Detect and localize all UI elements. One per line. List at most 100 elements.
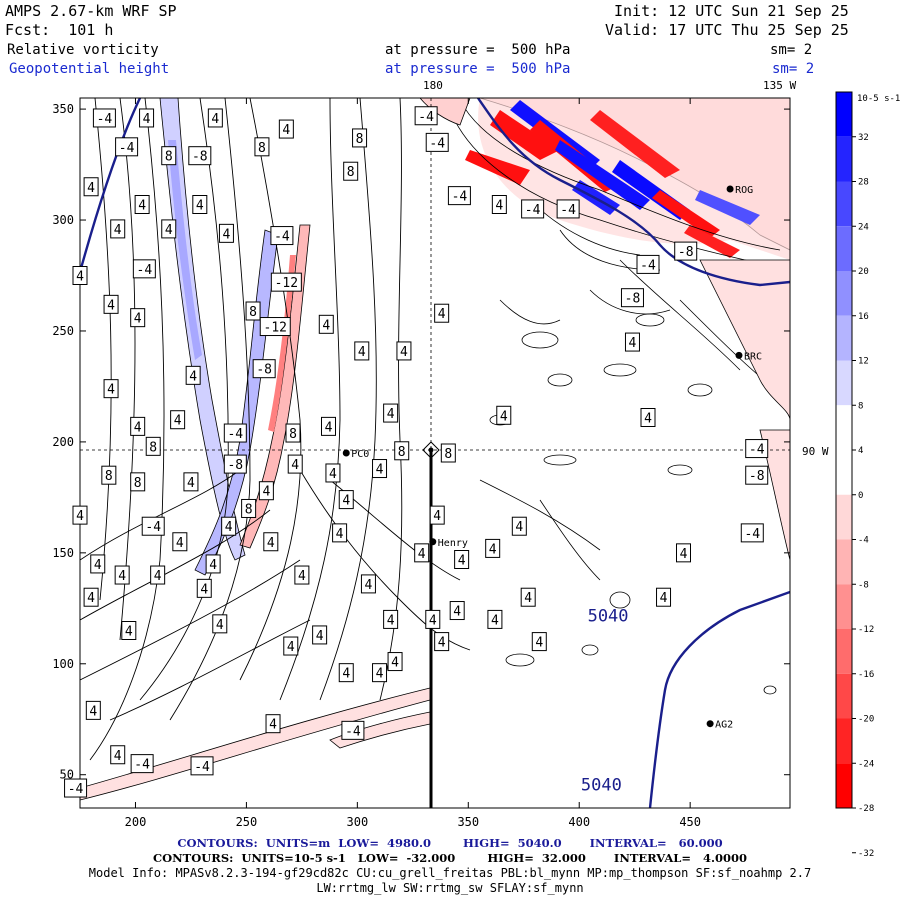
svg-text:4: 4 bbox=[225, 520, 233, 535]
field1-smoothing: sm= 2 bbox=[770, 42, 813, 58]
colorbar-unit: 10-5 s-1 bbox=[857, 94, 900, 104]
contour-label: 4 bbox=[656, 587, 672, 607]
svg-text:4: 4 bbox=[660, 591, 668, 606]
svg-text:4: 4 bbox=[291, 458, 299, 473]
colorbar-swatch bbox=[836, 181, 852, 227]
contour-label: -8 bbox=[223, 454, 247, 474]
contour-label: 4 bbox=[130, 416, 146, 436]
svg-text:4: 4 bbox=[629, 336, 637, 351]
svg-text:4: 4 bbox=[342, 494, 350, 509]
svg-text:-8: -8 bbox=[256, 363, 272, 378]
svg-text:4: 4 bbox=[143, 112, 151, 127]
contour-label: 4 bbox=[454, 550, 470, 569]
x-tick-label: 300 bbox=[347, 815, 369, 829]
meridian-135w-label: 135 W bbox=[763, 79, 796, 92]
svg-text:-4: -4 bbox=[560, 203, 576, 218]
contour-label: 4 bbox=[383, 609, 399, 629]
x-tick-label: 400 bbox=[568, 815, 590, 829]
contour-label: 4 bbox=[387, 652, 403, 672]
contour-label: -4 bbox=[141, 516, 165, 536]
contour-label: 4 bbox=[338, 663, 354, 683]
contour-label: 4 bbox=[83, 177, 99, 197]
svg-text:4: 4 bbox=[325, 420, 333, 435]
svg-text:-4: -4 bbox=[119, 141, 135, 156]
svg-text:Henry: Henry bbox=[438, 538, 468, 549]
svg-text:-4: -4 bbox=[345, 724, 361, 739]
svg-text:-4: -4 bbox=[68, 782, 84, 797]
contour-label: 4 bbox=[676, 543, 691, 563]
svg-text:-4: -4 bbox=[640, 258, 656, 273]
svg-text:4: 4 bbox=[267, 536, 275, 551]
negative-band-east bbox=[699, 259, 790, 421]
svg-text:4: 4 bbox=[87, 591, 95, 606]
svg-text:4: 4 bbox=[491, 613, 499, 628]
contour-label: -4 bbox=[414, 106, 438, 126]
contour-label: 4 bbox=[110, 745, 126, 765]
colorbar-swatch bbox=[836, 271, 852, 316]
colorbar-swatch bbox=[836, 539, 852, 585]
contour-label: 4 bbox=[83, 587, 99, 607]
contour-label: 4 bbox=[150, 565, 166, 585]
contour-label: 4 bbox=[491, 195, 507, 214]
contour-label: -4 bbox=[270, 226, 294, 246]
colorbar-label: -8 bbox=[858, 580, 869, 590]
svg-text:4: 4 bbox=[89, 704, 97, 719]
svg-text:4: 4 bbox=[429, 613, 437, 628]
contour-label: 4 bbox=[221, 516, 237, 536]
svg-text:4: 4 bbox=[438, 636, 446, 651]
colorbar-swatch bbox=[836, 92, 852, 137]
contour-label: 4 bbox=[121, 621, 137, 640]
svg-text:8: 8 bbox=[444, 447, 452, 462]
contour-label: 4 bbox=[338, 490, 354, 510]
model-info: Model Info: MPASv8.2.3-194-gf29cd82c CU:… bbox=[88, 866, 812, 880]
svg-text:4: 4 bbox=[165, 223, 173, 238]
colorbar-swatch bbox=[836, 360, 852, 406]
contour-label: -4 bbox=[64, 778, 88, 798]
svg-text:4: 4 bbox=[76, 270, 84, 285]
svg-text:4: 4 bbox=[342, 667, 350, 682]
svg-text:8: 8 bbox=[356, 132, 364, 147]
svg-text:-4: -4 bbox=[145, 520, 161, 535]
contour-label: 4 bbox=[185, 365, 201, 385]
contour-label: -12 bbox=[259, 317, 291, 337]
vorticity-contour-info: CONTOURS: UNITS=10-5 s-1 LOW= -32.000 HI… bbox=[152, 851, 747, 865]
y-tick-label: 50 bbox=[60, 768, 74, 782]
svg-text:4: 4 bbox=[223, 227, 231, 242]
height-contour-label: 5040 bbox=[581, 775, 622, 795]
svg-text:8: 8 bbox=[258, 141, 266, 156]
svg-text:4: 4 bbox=[433, 509, 441, 524]
svg-text:8: 8 bbox=[105, 469, 113, 484]
contour-label: 4 bbox=[372, 663, 388, 683]
contour-label: 4 bbox=[134, 195, 150, 214]
svg-text:4: 4 bbox=[365, 578, 373, 593]
contour-label: -4 bbox=[130, 754, 154, 774]
svg-text:4: 4 bbox=[154, 569, 162, 584]
contour-label: 4 bbox=[103, 379, 119, 399]
contour-label: -8 bbox=[188, 146, 212, 166]
contour-label: 4 bbox=[434, 632, 450, 652]
vorticity-storm-northeast bbox=[449, 98, 790, 401]
svg-text:4: 4 bbox=[387, 613, 395, 628]
x-tick-label: 250 bbox=[236, 815, 258, 829]
svg-text:4: 4 bbox=[262, 485, 270, 500]
pole-marker bbox=[422, 441, 440, 459]
svg-text:ROG: ROG bbox=[735, 185, 753, 196]
colorbar-label: -16 bbox=[858, 670, 874, 680]
y-tick-label: 100 bbox=[52, 657, 74, 671]
svg-text:8: 8 bbox=[249, 305, 257, 320]
contour-label: 4 bbox=[161, 219, 177, 239]
station-markers: ROG BRC PC0 Henry AG2 bbox=[342, 185, 762, 731]
svg-text:-4: -4 bbox=[429, 136, 445, 151]
colorbar-swatch bbox=[836, 629, 852, 674]
svg-text:4: 4 bbox=[209, 558, 217, 573]
contour-label: 4 bbox=[325, 463, 341, 483]
svg-text:-8: -8 bbox=[625, 292, 641, 307]
svg-text:4: 4 bbox=[316, 629, 324, 644]
y-tick-label: 250 bbox=[52, 324, 74, 338]
height-labels: 5040 5040 bbox=[581, 607, 629, 796]
svg-text:4: 4 bbox=[114, 749, 122, 764]
svg-text:4: 4 bbox=[489, 542, 497, 557]
contour-label: 8 bbox=[285, 423, 301, 443]
y-tick-label: 200 bbox=[52, 435, 74, 449]
svg-text:4: 4 bbox=[187, 476, 195, 491]
